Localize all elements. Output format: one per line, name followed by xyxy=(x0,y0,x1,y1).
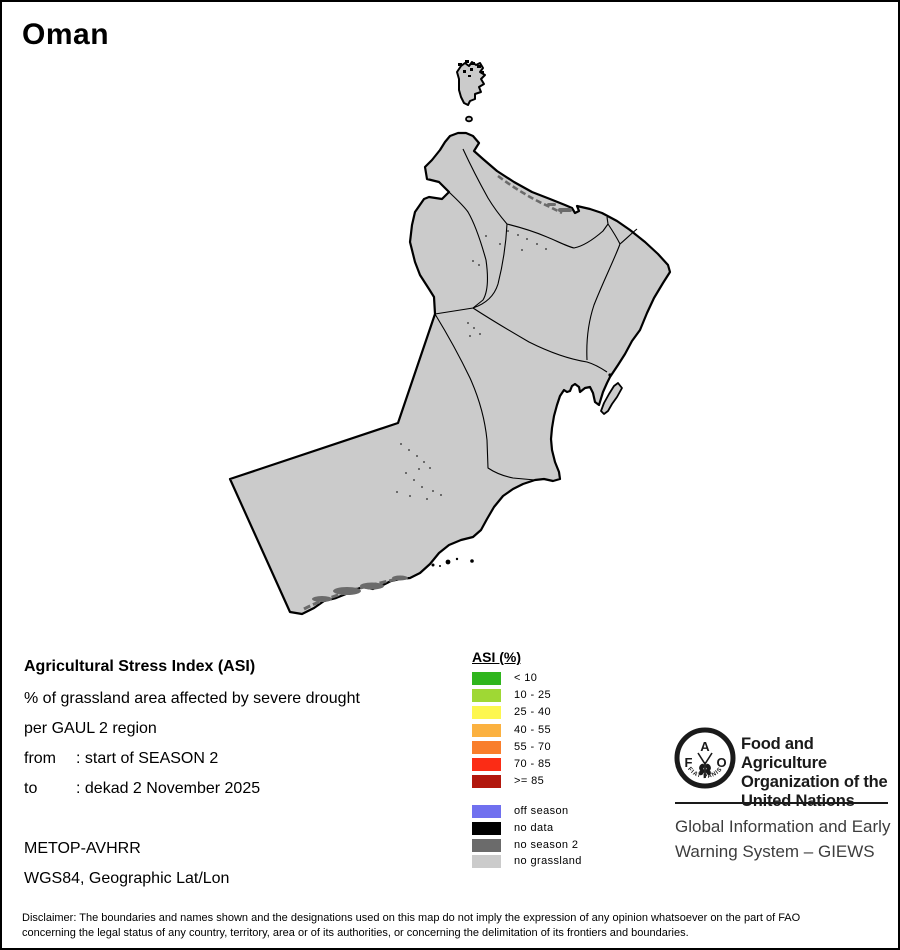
legend-swatch xyxy=(472,706,501,720)
no-season-speckles xyxy=(303,174,572,611)
legend-title: ASI (%) xyxy=(472,649,521,665)
to-value: : dekad 2 November 2025 xyxy=(76,780,261,797)
legend-label: < 10 xyxy=(514,672,538,684)
legend-label: no season 2 xyxy=(514,838,579,851)
boundary-muscat-coast xyxy=(619,228,638,245)
legend-row: 40 - 55 xyxy=(472,723,662,737)
legend-row: 70 - 85 xyxy=(472,757,662,771)
legend-row: 10 - 25 xyxy=(472,689,662,703)
wheat-icon xyxy=(697,752,713,778)
asi-subtitle-2: per GAUL 2 region xyxy=(24,720,157,737)
giews-name: Global Information and Early Warning Sys… xyxy=(675,814,890,864)
page-title: Oman xyxy=(22,18,110,51)
legend-swatch xyxy=(472,672,501,685)
legend-swatch xyxy=(472,689,501,703)
boundary-dhahirah-east xyxy=(448,191,489,309)
musandam-coast-speckles xyxy=(458,60,484,77)
boundary-dakhiliyah-west xyxy=(472,223,508,309)
legend-label: 55 - 70 xyxy=(514,740,552,753)
coastal-point xyxy=(608,373,612,377)
org-name-line: United Nations xyxy=(741,792,855,810)
legend-row: no data xyxy=(472,822,662,835)
disclaimer-line: Disclaimer: The boundaries and names sho… xyxy=(22,912,801,924)
boundary-wusta-north xyxy=(472,307,608,373)
boundary-sharqiyah xyxy=(586,243,621,361)
to-label: to xyxy=(24,780,38,797)
legend-swatch xyxy=(472,757,501,771)
legend-swatch xyxy=(472,822,501,835)
legend-row: >= 85 xyxy=(472,775,662,789)
boundary-dhahirah-south xyxy=(434,307,474,315)
legend-swatch xyxy=(472,723,501,737)
legend-swatch xyxy=(472,838,501,852)
legend-row: no season 2 xyxy=(472,838,662,852)
org-name-line: Organization of the xyxy=(741,773,888,791)
asi-legend: ASI (%) < 10 10 - 25 25 - 40 40 - 55 55 - 70… xyxy=(472,649,662,872)
oman-mainland xyxy=(228,131,672,616)
legend-row: < 10 xyxy=(472,672,662,685)
masirah-island xyxy=(600,382,623,415)
sensor-label: METOP-AVHRR xyxy=(24,840,141,857)
legend-swatch xyxy=(472,740,501,754)
asi-legend-extra-classes: off season no data no season 2 no grassland xyxy=(472,805,662,869)
legend-swatch xyxy=(472,775,501,789)
fao-logo-letter-o: O xyxy=(716,755,726,770)
disclaimer: Disclaimer: The boundaries and names sho… xyxy=(22,911,884,940)
legend-label: 70 - 85 xyxy=(514,757,552,770)
legend-gap xyxy=(472,792,662,805)
boundary-batinah-north xyxy=(462,148,508,225)
boundary-muscat xyxy=(607,223,621,245)
legend-label: off season xyxy=(514,805,569,818)
legend-label: 25 - 40 xyxy=(514,706,552,719)
from-label: from xyxy=(24,750,56,767)
branding-divider xyxy=(675,802,888,804)
period-to: to : dekad 2 November 2025 xyxy=(24,780,260,798)
legend-row: off season xyxy=(472,805,662,819)
legend-swatch xyxy=(472,805,501,819)
legend-label: >= 85 xyxy=(514,775,545,788)
legend-label: no grassland xyxy=(514,855,582,868)
fao-logo-letter-f: F xyxy=(685,755,693,770)
org-name-line: Food and Agriculture xyxy=(741,735,827,772)
fao-logo-ring xyxy=(674,727,736,789)
disclaimer-line: concerning the legal status of any count… xyxy=(22,926,689,939)
from-value: : start of SEASON 2 xyxy=(76,750,219,767)
boundary-wusta-dhofar xyxy=(434,313,536,481)
fao-logo-letter-a: A xyxy=(700,739,710,754)
legend-label: 10 - 25 xyxy=(514,689,552,702)
giews-line: Warning System – GIEWS xyxy=(675,842,875,861)
southern-islets xyxy=(431,557,474,567)
boundary-batinah-south xyxy=(506,216,609,249)
legend-swatch xyxy=(472,855,501,869)
period-from: from : start of SEASON 2 xyxy=(24,750,218,768)
small-island xyxy=(465,115,473,123)
asi-subtitle-1: % of grassland area affected by severe d… xyxy=(24,690,360,707)
asi-heading: Agricultural Stress Index (ASI) xyxy=(24,658,256,675)
legend-label: no data xyxy=(514,822,554,834)
projection-label: WGS84, Geographic Lat/Lon xyxy=(24,870,230,887)
legend-label: 40 - 55 xyxy=(514,723,552,736)
region-boundaries xyxy=(434,148,638,481)
legend-row: 55 - 70 xyxy=(472,740,662,754)
asi-legend-classes: < 10 10 - 25 25 - 40 40 - 55 55 - 70 70 - 85 >… xyxy=(472,672,662,789)
legend-row: 25 - 40 xyxy=(472,706,662,720)
fao-org-name: Food and Agriculture Organization of the… xyxy=(741,735,898,811)
legend-row: no grassland xyxy=(472,855,662,869)
giews-line: Global Information and Early xyxy=(675,817,891,836)
fao-logo: A F O FIAT PANIS xyxy=(674,727,736,789)
